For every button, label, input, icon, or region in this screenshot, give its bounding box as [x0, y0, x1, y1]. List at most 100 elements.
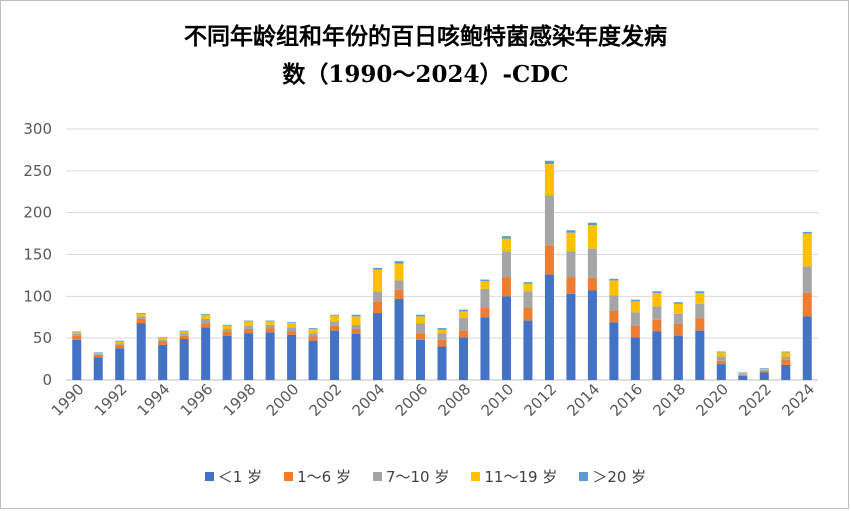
bar-segment — [501, 296, 511, 380]
bar-segment — [544, 164, 554, 196]
bar-segment — [115, 340, 125, 342]
bar-segment — [179, 339, 189, 380]
bar-segment — [93, 352, 103, 354]
legend-label: 11～19 岁 — [484, 468, 558, 486]
legend-label: 1～6 岁 — [297, 468, 351, 486]
bar-segment — [179, 335, 189, 340]
bar-segment — [136, 318, 146, 324]
bar-segment — [179, 333, 189, 336]
bar-segment — [287, 327, 297, 332]
bar-segment — [673, 313, 683, 324]
bar-segment — [93, 357, 103, 380]
x-tick-label: 2008 — [435, 380, 475, 420]
bar-segment — [416, 314, 426, 317]
bar-segment — [802, 292, 812, 317]
bar-segment — [93, 354, 103, 355]
y-tick-label: 50 — [33, 329, 52, 347]
bar-segment — [265, 321, 275, 325]
bar-segment — [523, 282, 533, 284]
bar-segment — [351, 333, 361, 380]
bar-segment — [501, 238, 511, 252]
bar-segment — [158, 341, 168, 345]
bar-segment — [759, 370, 769, 373]
bar-segment — [437, 339, 447, 347]
x-tick-label: 1996 — [177, 380, 217, 420]
bar-segment — [544, 245, 554, 275]
bar-segment — [373, 313, 383, 380]
bar-segment — [244, 328, 254, 334]
bar-segment — [695, 318, 705, 331]
bar-segment — [802, 316, 812, 380]
bar-segment — [115, 348, 125, 380]
bar-segment — [480, 308, 490, 318]
legend-label: 7～10 岁 — [385, 468, 450, 486]
bar-segment — [738, 375, 748, 380]
bar-segment — [673, 303, 683, 314]
bar-segment — [523, 283, 533, 292]
bar-segment — [416, 339, 426, 380]
bar-segment — [630, 337, 640, 380]
bar-segment — [630, 301, 640, 313]
bar-segment — [501, 277, 511, 297]
bar-segment — [308, 336, 318, 341]
bar-segment — [416, 333, 426, 340]
bar-segment — [523, 320, 533, 380]
legend-item: ＞20 岁 — [579, 466, 646, 487]
x-tick-label: 2014 — [563, 380, 603, 420]
bar-segment — [351, 314, 361, 317]
bar-segment — [544, 195, 554, 246]
bar-segment — [695, 330, 705, 380]
bar-segment — [609, 295, 619, 311]
bar-segment — [544, 274, 554, 380]
bar-segment — [222, 331, 232, 336]
x-tick-label: 2016 — [606, 380, 646, 420]
bar-segment — [308, 333, 318, 337]
bar-segment — [330, 315, 340, 322]
bar-segment — [652, 292, 662, 307]
bar-segment — [738, 373, 748, 375]
bar-segment — [802, 233, 812, 267]
bar-segment — [222, 328, 232, 332]
bar-segment — [695, 291, 705, 293]
x-tick-label: 2006 — [392, 380, 432, 420]
bar-segment — [480, 279, 490, 282]
bar-segment — [201, 323, 211, 328]
y-tick-label: 100 — [23, 287, 52, 305]
bar-segment — [437, 333, 447, 340]
bar-segment — [287, 323, 297, 328]
bar-segment — [136, 323, 146, 380]
bar-segment — [351, 316, 361, 325]
bar-segment — [72, 335, 82, 340]
chart-legend: ＜1 岁 1～6 岁 7～10 岁 11～19 岁 ＞20 岁 — [0, 466, 851, 487]
bar-segment — [373, 291, 383, 302]
bar-segment — [308, 328, 318, 329]
bar-segment — [695, 292, 705, 304]
y-tick-label: 0 — [42, 371, 52, 389]
bar-segment — [652, 291, 662, 293]
bar-segment — [458, 311, 468, 319]
bar-segment — [781, 356, 791, 360]
bar-segment — [480, 317, 490, 380]
bar-segment — [480, 288, 490, 309]
bar-segment — [72, 339, 82, 380]
bar-segment — [373, 269, 383, 292]
chart-title-line2: 数（1990～2024）-CDC — [282, 61, 569, 88]
bar-segment — [136, 316, 146, 319]
bar-segment — [437, 329, 447, 334]
bar-segment — [652, 331, 662, 380]
legend-item: 7～10 岁 — [372, 466, 450, 487]
x-tick-label: 1992 — [91, 380, 131, 420]
bar-segment — [587, 290, 597, 380]
legend-swatch — [284, 472, 294, 481]
bar-segment — [244, 333, 254, 380]
bar-segment — [158, 344, 168, 380]
bar-segment — [265, 328, 275, 333]
bar-segment — [716, 360, 726, 365]
bar-segment — [373, 301, 383, 314]
bar-segment — [179, 331, 189, 334]
x-tick-label: 2022 — [735, 380, 775, 420]
bar-segment — [394, 263, 404, 281]
bar-segment — [609, 310, 619, 323]
bar-segment — [201, 313, 211, 315]
bar-segment — [201, 327, 211, 380]
